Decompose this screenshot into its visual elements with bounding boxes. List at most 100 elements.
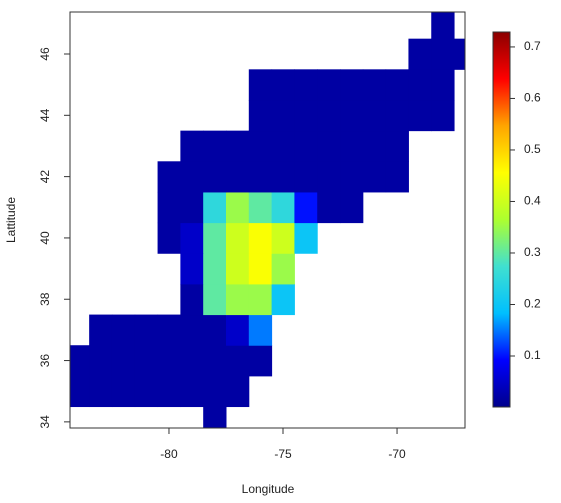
cell [134,375,159,408]
cell [180,222,204,254]
cell [408,69,432,101]
cell [340,161,364,193]
plot-frame [69,11,466,429]
x-axis-label: Longitude [242,482,295,496]
cell [454,38,465,70]
cell [180,283,204,316]
cell [180,130,204,162]
cell [317,69,341,101]
cell [111,375,136,408]
cell [317,161,341,193]
cell [180,345,204,377]
cell [248,161,273,193]
cell [271,161,295,193]
cell [111,345,136,377]
colorbar-tick-label: 0.2 [524,297,541,311]
cell [225,375,250,408]
cell [180,161,204,193]
cell [157,375,181,408]
cell [180,253,204,285]
cell [294,161,318,193]
cell [134,345,159,377]
cell [225,161,250,193]
cell [248,283,273,316]
cell [225,283,250,316]
cell [203,283,227,316]
cell [180,375,204,408]
y-tick-label: 34 [38,415,52,429]
y-axis-label: Lattitude [4,197,18,243]
cell [317,130,341,162]
cell [340,191,364,224]
cell [271,191,295,224]
cell [271,253,295,285]
cell [225,345,250,377]
cell [248,99,273,132]
colorbar-tick-label: 0.3 [524,245,541,259]
cell [203,222,227,254]
cell [203,161,227,193]
cell [203,253,227,285]
cell [294,222,318,254]
cell [225,253,250,285]
cell [248,253,273,285]
colorbar-tick-label: 0.6 [524,91,541,105]
cell [157,161,181,193]
cell [317,99,341,132]
cell [362,69,387,101]
raster [70,12,465,428]
cell [180,314,204,346]
cell [203,375,227,408]
cell [70,345,90,377]
colorbar-tick-label: 0.5 [524,142,541,156]
cell [340,69,364,101]
cell [203,345,227,377]
cell [271,69,295,101]
cell [362,161,387,193]
colorbar-tick-label: 0.4 [524,194,541,208]
cell [294,130,318,162]
cell [340,130,364,162]
cell [157,191,181,224]
cell [431,12,455,40]
cell [248,222,273,254]
cell [408,99,432,132]
cell [431,38,455,70]
cell [157,222,181,254]
cell [89,375,113,408]
cell [271,130,295,162]
cell [225,314,250,346]
y-tick-label: 38 [38,292,52,306]
y-tick-label: 46 [38,47,52,61]
colorbar-tick-label: 0.1 [524,348,541,362]
cell [385,130,409,162]
x-tick-label: -75 [274,447,292,461]
cell [225,191,250,224]
y-tick-label: 36 [38,354,52,368]
cell [111,314,136,346]
cell [157,314,181,346]
cell [317,191,341,224]
colorbar-tick-label: 0.7 [524,39,541,53]
cell [385,69,409,101]
cell [203,130,227,162]
cell [203,314,227,346]
y-tick-label: 42 [38,170,52,184]
cell [248,69,273,101]
y-tick-label: 44 [38,108,52,122]
cell [294,99,318,132]
cell [294,69,318,101]
x-tick-label: -70 [388,447,406,461]
cell [225,222,250,254]
colorbar [492,31,511,408]
cell [248,191,273,224]
cell [271,283,295,316]
cell [225,130,250,162]
cell [362,130,387,162]
x-tick-label: -80 [160,447,178,461]
cell [134,314,159,346]
cell [431,99,455,132]
cell [248,314,273,346]
cell [385,161,409,193]
